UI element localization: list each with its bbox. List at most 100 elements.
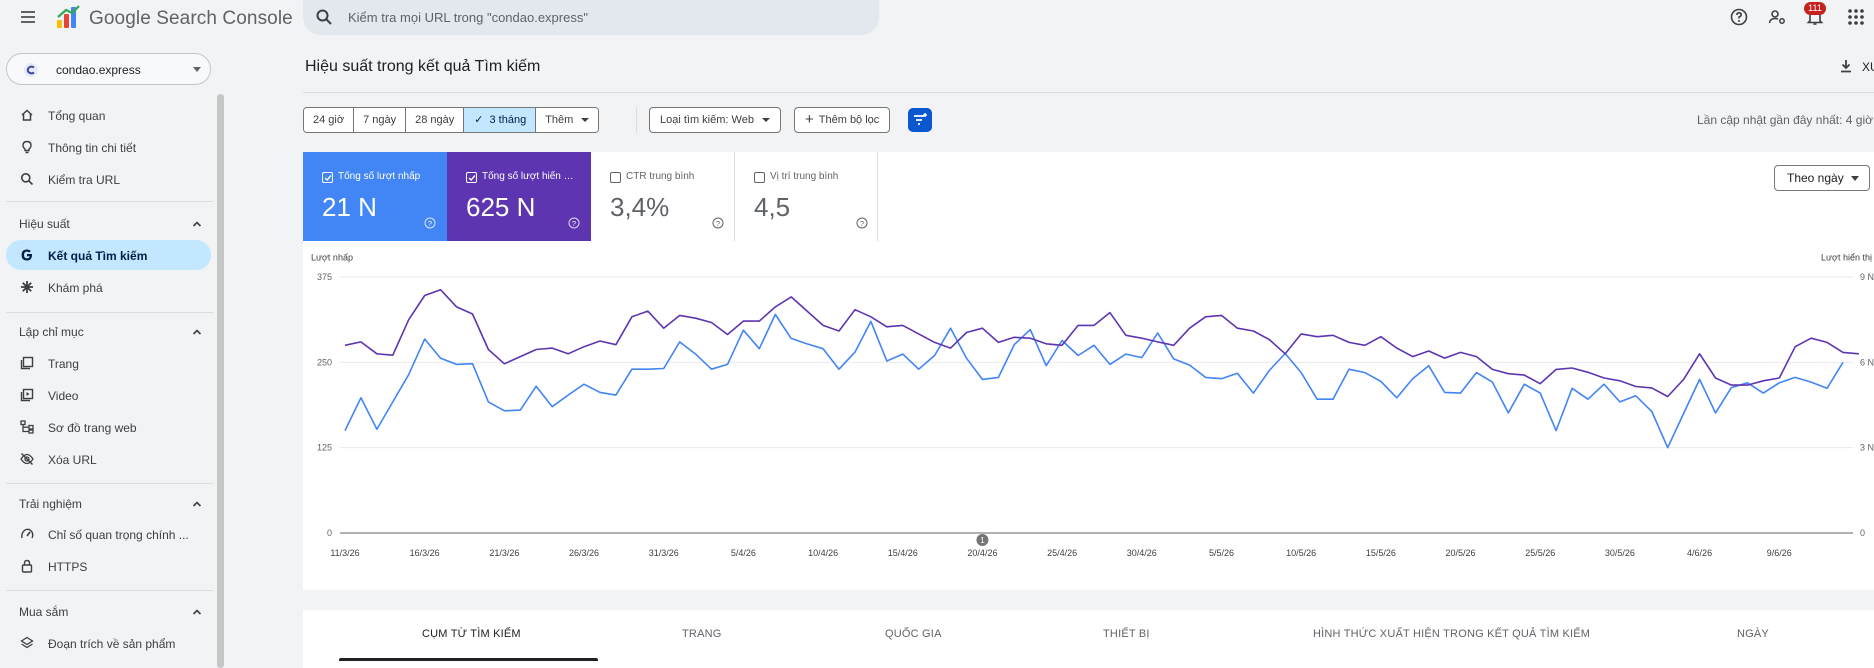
date-range-selector: 24 giờ 7 ngày 28 ngày ✓ 3 tháng Thêm: [303, 107, 600, 133]
tab-dates[interactable]: NGÀY: [1737, 628, 1769, 640]
svg-text:?: ?: [716, 219, 720, 228]
sidebar-item-https[interactable]: HTTPS: [6, 551, 211, 581]
y-tick-label: 0: [327, 528, 332, 538]
date-range-3m[interactable]: ✓ 3 tháng: [464, 108, 537, 132]
x-tick-label: 9/6/26: [1767, 548, 1792, 558]
sidebar-item-overview[interactable]: Tổng quan: [6, 100, 211, 130]
caret-down-icon: [581, 118, 590, 123]
date-range-28d[interactable]: 28 ngày: [406, 108, 465, 132]
x-tick-label: 26/3/26: [569, 548, 599, 558]
metric-value: 4,5: [754, 192, 791, 222]
search-type-filter[interactable]: Loại tìm kiếm: Web: [649, 107, 781, 133]
sidebar-item-label: Kết quả Tìm kiếm: [48, 249, 148, 263]
sidebar-divider: [6, 590, 213, 591]
sidebar-item-label: Kiểm tra URL: [48, 173, 121, 187]
sidebar-item-search-results[interactable]: Kết quả Tìm kiếm: [6, 240, 211, 270]
sidebar-item-video[interactable]: Video: [6, 380, 211, 410]
tab-countries[interactable]: QUỐC GIA: [885, 628, 942, 640]
title-divider: [303, 92, 1874, 93]
section-indexing[interactable]: Lập chỉ mục: [19, 325, 84, 339]
help-icon[interactable]: ?: [856, 217, 868, 229]
clicks-series-line: [344, 313, 1844, 449]
sidebar-item-insights[interactable]: Thông tin chi tiết: [6, 132, 211, 162]
sidebar-item-label: Xóa URL: [48, 453, 97, 467]
metric-total-impressions[interactable]: Tổng số lượt hiển thị 625 N ?: [447, 152, 591, 241]
sidebar-scrollbar[interactable]: [217, 94, 224, 668]
group-by-label: Theo ngày: [1787, 171, 1844, 185]
metric-average-ctr[interactable]: CTR trung bình 3,4% ?: [591, 152, 735, 241]
download-icon[interactable]: [1838, 58, 1854, 74]
tab-search-appearance[interactable]: HÌNH THỨC XUẤT HIỆN TRONG KẾT QUẢ TÌM KI…: [1313, 628, 1591, 640]
chevron-up-icon[interactable]: [192, 327, 202, 337]
x-tick-label: 4/6/26: [1687, 548, 1712, 558]
caret-down-icon: [761, 118, 770, 123]
svg-text:?: ?: [572, 219, 576, 228]
checkbox-checked-icon[interactable]: [466, 172, 477, 183]
section-shopping[interactable]: Mua sắm: [19, 605, 69, 619]
sidebar-item-url-inspection[interactable]: Kiểm tra URL: [6, 164, 211, 194]
annotation-marker-icon: [976, 534, 989, 546]
lock-icon: [20, 559, 34, 573]
search-console-logo-icon[interactable]: [55, 4, 81, 30]
x-tick-label: 30/5/26: [1605, 548, 1635, 558]
chevron-up-icon[interactable]: [192, 499, 202, 509]
toolbar-separator: [636, 107, 637, 133]
chevron-up-icon[interactable]: [192, 607, 202, 617]
sidebar-item-removals[interactable]: Xóa URL: [6, 444, 211, 474]
metric-label: Vị trí trung bình: [770, 171, 839, 182]
metric-average-position[interactable]: Vị trí trung bình 4,5 ?: [735, 152, 878, 241]
add-filter-button[interactable]: + Thêm bộ lọc: [794, 107, 891, 133]
layers-icon: [20, 636, 34, 650]
date-range-more[interactable]: Thêm: [536, 108, 599, 132]
checkbox-unchecked-icon[interactable]: [610, 172, 621, 183]
filter-options-button[interactable]: [908, 108, 932, 132]
property-selector[interactable]: condao.express: [6, 53, 211, 85]
sidebar-item-label: HTTPS: [48, 560, 88, 574]
help-icon[interactable]: [1729, 7, 1749, 27]
hamburger-menu-icon[interactable]: [18, 7, 38, 27]
tab-queries[interactable]: CỤM TỪ TÌM KIẾM: [422, 628, 521, 640]
metric-label: Tổng số lượt hiển thị: [482, 171, 574, 182]
export-button[interactable]: XU: [1862, 60, 1874, 74]
date-range-24h[interactable]: 24 giờ: [304, 108, 355, 132]
y2-tick-label: 6 N: [1860, 357, 1874, 367]
search-icon: [20, 172, 34, 186]
search-input[interactable]: [348, 8, 848, 26]
date-range-7d[interactable]: 7 ngày: [354, 108, 407, 132]
notification-badge: 111: [1804, 2, 1826, 15]
eye-off-icon: [20, 452, 34, 466]
annotation-label: 1: [980, 536, 985, 545]
google-g-icon: [20, 248, 34, 262]
sidebar-item-sitemaps[interactable]: Sơ đồ trang web: [6, 412, 211, 442]
help-icon[interactable]: ?: [424, 217, 436, 229]
checkbox-checked-icon[interactable]: [322, 172, 333, 183]
top-bar: Google Search Console 111: [0, 0, 1874, 35]
section-experience[interactable]: Trải nghiệm: [19, 497, 82, 511]
chevron-up-icon[interactable]: [192, 219, 202, 229]
lightbulb-icon: [20, 140, 34, 154]
property-name: condao.express: [56, 63, 141, 77]
tab-devices[interactable]: THIẾT BỊ: [1103, 628, 1150, 640]
y-tick-label: 250: [317, 357, 332, 367]
sidebar-item-label: Chỉ số quan trọng chính ...: [48, 528, 189, 542]
svg-text:?: ?: [860, 219, 864, 228]
last-updated-text: Lần cập nhật gần đây nhất: 4 giờ t: [1697, 113, 1874, 127]
x-tick-label: 5/4/26: [731, 548, 756, 558]
help-icon[interactable]: ?: [712, 217, 724, 229]
help-icon[interactable]: ?: [568, 217, 580, 229]
plus-icon: +: [805, 111, 814, 128]
section-performance[interactable]: Hiệu suất: [19, 217, 70, 231]
sidebar-item-product-snippets[interactable]: Đoạn trích về sản phẩm: [6, 628, 211, 658]
metric-total-clicks[interactable]: Tổng số lượt nhấp 21 N ?: [303, 152, 447, 241]
sidebar-item-pages[interactable]: Trang: [6, 348, 211, 378]
y2-tick-label: 0: [1860, 528, 1865, 538]
checkbox-unchecked-icon[interactable]: [754, 172, 765, 183]
y-axis-title: Lượt nhấp: [311, 252, 353, 262]
tab-pages[interactable]: TRANG: [682, 628, 722, 640]
group-by-select[interactable]: Theo ngày: [1774, 165, 1870, 191]
y-tick-label: 125: [317, 443, 332, 453]
apps-grid-icon[interactable]: [1846, 7, 1866, 27]
sidebar-item-discover[interactable]: Khám phá: [6, 272, 211, 302]
sidebar-item-core-web-vitals[interactable]: Chỉ số quan trọng chính ...: [6, 519, 211, 549]
manage-users-icon[interactable]: [1767, 7, 1787, 27]
